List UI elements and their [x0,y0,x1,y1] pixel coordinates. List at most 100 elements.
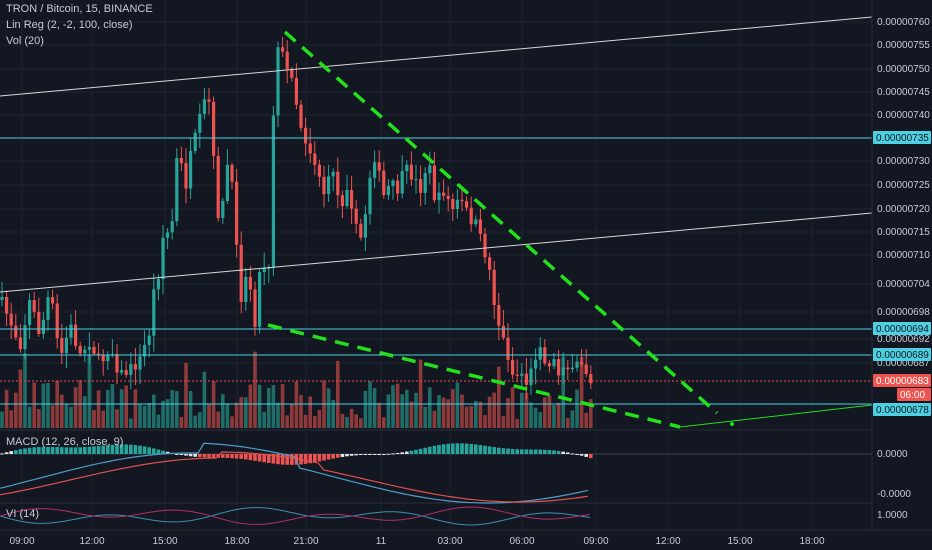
price-tick-label: 0.00000750 [877,64,930,75]
candle-body [432,165,436,201]
macd-hist [414,449,418,454]
candle-body [97,353,101,355]
trendline-upper[interactable] [283,30,719,415]
time-tick-label: 03:00 [437,536,462,547]
candle-body [230,164,234,182]
candle-body [221,200,225,218]
macd-hist [437,444,441,454]
time-tick-label: 15:00 [152,536,177,547]
price-tick-label: 0.00000715 [877,227,930,238]
candle-body [124,370,128,375]
macd-hist [96,445,101,454]
volume-bar [175,391,179,428]
volume-bar [359,418,363,428]
candle-body [60,338,64,354]
macd-hist [483,445,487,454]
symbol-legend[interactable]: TRON / Bitcoin, 15, BINANCE [6,3,153,15]
candle-body [101,354,105,362]
volume-bar [386,394,391,428]
volume-legend[interactable]: Vol (20) [6,35,44,47]
volume-bar [0,411,4,428]
candle-body [511,359,515,375]
volume-bar [23,353,27,428]
candle-body [442,192,446,196]
candle-body [262,267,266,273]
candle-body [184,163,188,189]
macd-hist [239,454,243,459]
regression-upper-line[interactable] [0,16,873,97]
candle-body [474,219,478,225]
price-tick-label: 0.00000760 [877,17,930,28]
macd-legend[interactable]: MACD (12, 26, close, 9) [6,436,124,448]
vi-legend[interactable]: VI (14) [6,508,40,520]
candle-body [244,276,248,302]
volume-bar [377,402,381,428]
time-tick-label: 12:00 [655,536,680,547]
volume-bar [395,383,400,428]
macd-hist [506,448,510,454]
volume-bar [83,396,87,428]
candle-body [64,337,68,354]
candle-body [18,337,22,350]
macd-hist [584,454,588,457]
volume-bar [119,389,124,428]
candle-body [359,223,363,238]
volume-bar [271,385,276,428]
trendline-lower[interactable] [267,323,681,429]
macd-hist [55,447,59,454]
macd-hist [271,454,276,464]
projection-line[interactable] [679,404,873,428]
volume-bar [92,410,96,428]
candle-body [0,297,4,300]
projection-point[interactable] [730,422,734,426]
regression-lower-line[interactable] [0,212,873,293]
linreg-legend[interactable]: Lin Reg (2, -2, 100, close) [6,19,133,31]
candle-body [520,373,524,376]
macd-hist [400,452,404,454]
macd-hist [331,454,335,459]
candle-body [506,337,510,360]
candle-body [74,324,78,346]
volume-bar [566,417,570,428]
macd-hist [543,449,547,454]
macd-hist [382,454,386,455]
candle-body [69,324,73,338]
volume-bar [188,391,193,428]
candle-body [152,289,156,336]
candle-body [350,190,354,209]
candle-body [28,300,32,326]
candle-body [322,176,326,195]
macd-hist [368,454,372,455]
volume-bar [27,406,32,428]
candle-body [23,325,27,350]
volume-bar [18,369,23,428]
volume-bar [147,403,151,428]
candle-body [386,185,390,196]
volume-bar [216,411,220,428]
volume-bar [317,409,322,428]
volume-bar [198,412,202,428]
candle-body [32,300,36,312]
macd-hist [570,453,575,455]
volume-bar [547,395,552,428]
macd-hist [354,454,358,456]
macd-hist [0,453,4,455]
macd-hist [37,447,41,454]
macd-hist [257,454,262,462]
candle-body [483,233,487,258]
candle-body [363,214,367,238]
price-tag-label: 06:00 [900,390,925,401]
candle-body [83,349,87,354]
macd-hist [428,446,432,454]
price-tick-label: 0.00000687 [877,358,930,369]
price-tag-label: 0.00000678 [876,405,929,416]
candle-body [400,171,404,194]
volume-bar [589,399,593,428]
time-tick-label: 09:00 [583,536,608,547]
macd-hist [202,454,207,458]
candle-body [451,198,455,209]
volume-bar [179,416,184,428]
volume-bar [303,414,308,428]
